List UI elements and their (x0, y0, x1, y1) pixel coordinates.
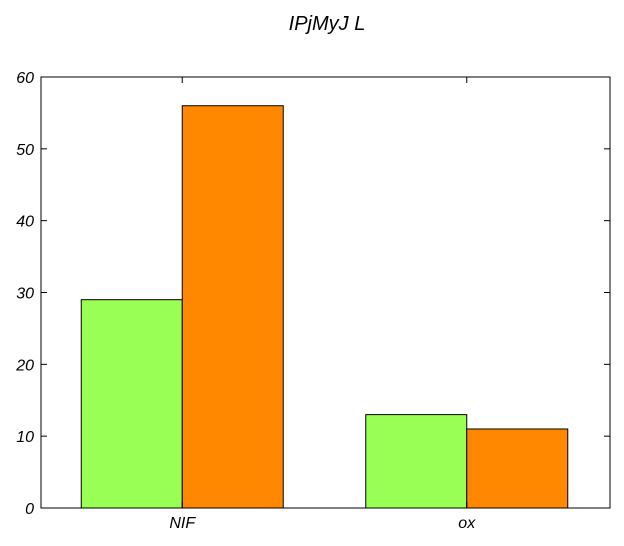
bar-ox-series-2 (466, 428, 569, 509)
ticks-layer: NIF ox 0 10 20 30 40 50 60 (15, 70, 610, 532)
bar-NIF-series-1 (80, 299, 183, 509)
y-tick-label: 40 (16, 214, 34, 231)
bar-ox-series-1 (365, 414, 468, 509)
y-tick-label: 0 (25, 501, 34, 518)
x-tick-label: ox (458, 515, 476, 532)
x-tick-label: NIF (169, 515, 196, 532)
y-tick-label: 50 (16, 142, 34, 159)
chart-title: IPjMyJ L (289, 13, 366, 35)
bar-NIF-series-2 (181, 105, 284, 509)
y-tick-label: 60 (16, 70, 34, 87)
bars-layer (80, 105, 569, 509)
y-tick-label: 20 (15, 357, 34, 374)
y-tick-label: 30 (16, 286, 34, 303)
y-tick-label: 10 (16, 429, 34, 446)
